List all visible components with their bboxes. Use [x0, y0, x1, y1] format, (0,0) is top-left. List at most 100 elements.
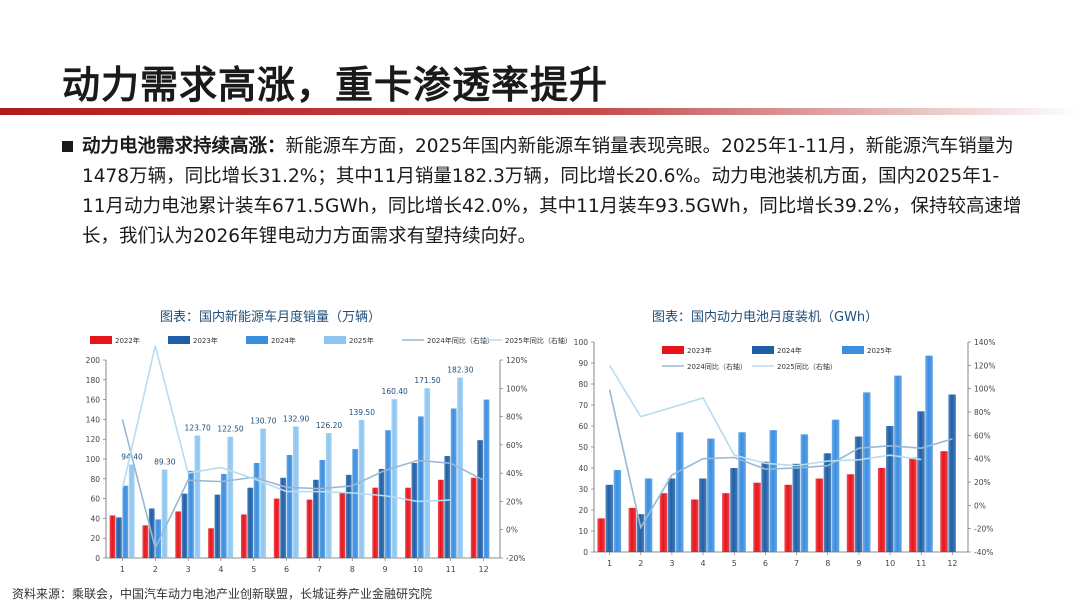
- y-tick-label: 40: [578, 464, 588, 473]
- y2-tick-label: 0%: [506, 526, 518, 535]
- bar-2023年-1: [116, 517, 122, 558]
- bullet-text: 动力电池需求持续高涨：新能源车方面，2025年国内新能源车销量表现亮眼。2025…: [62, 132, 1022, 252]
- x-tick-label: 6: [763, 559, 768, 568]
- x-tick-label: 3: [669, 559, 674, 568]
- chart2-title: 图表：国内动力电池月度装机（GWh）: [652, 310, 879, 325]
- bar-2025年-11: [925, 355, 933, 552]
- bar-2025年-10: [894, 375, 902, 552]
- x-tick-label: 5: [251, 565, 256, 574]
- bar-2023年-4: [690, 499, 699, 552]
- legend-label: 2023年: [687, 346, 712, 355]
- legend-label: 2024年同比（右轴）: [427, 336, 494, 345]
- y-tick-label: 100: [574, 338, 589, 347]
- y-tick-label: 180: [86, 376, 101, 385]
- legend-swatch: [90, 336, 112, 344]
- y-tick-label: 20: [578, 506, 588, 515]
- y2-tick-label: -20%: [974, 525, 993, 534]
- y-tick-label: 60: [578, 422, 588, 431]
- data-label: 123.70: [185, 424, 211, 433]
- bar-2023年-3: [659, 493, 668, 552]
- legend-swatch: [752, 346, 774, 354]
- x-tick-label: 12: [478, 565, 488, 574]
- data-label: 182.30: [447, 366, 473, 375]
- bar-2024年-7: [319, 459, 326, 558]
- bar-2024年-2: [636, 514, 645, 552]
- title-underline-bar: [0, 108, 1080, 115]
- bar-2024年-4: [699, 478, 707, 552]
- y-tick-label: 0: [95, 554, 100, 563]
- y-tick-label: 70: [578, 401, 588, 410]
- bar-2025年-5: [260, 428, 266, 558]
- bar-2023年-10: [877, 468, 886, 552]
- bar-2023年-5: [247, 487, 254, 558]
- bar-2025年-10: [424, 388, 431, 558]
- bar-2025年-4: [707, 438, 715, 552]
- bar-2024年-1: [605, 484, 614, 552]
- x-tick-label: 7: [794, 559, 799, 568]
- x-tick-label: 9: [856, 559, 861, 568]
- bar-2022年-9: [372, 487, 379, 558]
- bar-2025年-5: [738, 432, 746, 552]
- y-tick-label: 80: [90, 475, 100, 484]
- y2-tick-label: 80%: [506, 413, 523, 422]
- bar-2023年-8: [815, 478, 824, 552]
- y2-tick-label: 40%: [506, 469, 523, 478]
- bar-2023年-7: [313, 479, 319, 558]
- y-tick-label: 80: [578, 380, 588, 389]
- bullet-body: 新能源车方面，2025年国内新能源车销量表现亮眼。2025年1-11月，新能源汽…: [82, 136, 1022, 247]
- legend-swatch: [324, 336, 346, 344]
- bar-2025年-9: [862, 392, 871, 552]
- bar-2025年-3: [675, 432, 684, 552]
- x-tick-label: 9: [383, 565, 388, 574]
- y2-tick-label: 140%: [974, 338, 995, 347]
- x-tick-label: 10: [885, 559, 895, 568]
- x-tick-label: 2: [638, 559, 643, 568]
- bar-2022年-8: [339, 492, 346, 558]
- line-2025年同比（右轴）: [121, 345, 451, 503]
- bar-2023年-5: [722, 493, 730, 552]
- y-tick-label: 60: [90, 495, 100, 504]
- bar-2023年-10: [411, 462, 418, 558]
- bar-2024年-6: [286, 455, 293, 558]
- y2-tick-label: -40%: [974, 548, 993, 557]
- y2-tick-label: 20%: [974, 478, 991, 487]
- bar-2022年-7: [306, 499, 313, 558]
- y2-tick-label: 0%: [974, 501, 986, 510]
- bar-2024年-1: [122, 485, 129, 558]
- bar-2025年-1: [128, 464, 135, 558]
- chart1-title: 图表：国内新能源车月度销量（万辆）: [160, 310, 382, 325]
- bar-2023年-6: [280, 477, 286, 558]
- y2-tick-label: 80%: [974, 408, 991, 417]
- bar-2022年-3: [175, 511, 182, 558]
- data-label: 132.90: [283, 414, 309, 423]
- page-title: 动力需求高涨，重卡渗透率提升: [62, 63, 609, 107]
- y2-tick-label: 40%: [974, 455, 991, 464]
- bar-2024年-10: [886, 426, 894, 552]
- bar-2023年-4: [214, 494, 221, 558]
- y2-tick-label: 120%: [974, 361, 995, 370]
- x-tick-label: 7: [317, 565, 322, 574]
- y2-tick-label: -20%: [506, 554, 525, 563]
- bar-2025年-9: [391, 399, 398, 558]
- bar-2023年-8: [345, 474, 352, 558]
- legend-label: 2024年: [777, 346, 802, 355]
- bar-2024年-9: [385, 430, 391, 558]
- x-tick-label: 2: [153, 565, 158, 574]
- bar-2022年-2: [142, 525, 149, 558]
- bar-2024年-12: [948, 394, 956, 552]
- data-label: 139.50: [349, 408, 375, 417]
- bar-2024年-8: [823, 453, 832, 552]
- nev-sales-chart: 0 20 40 60 80 100 120 140 160 180 200 -20% 0% 20% 40% 6…: [86, 336, 572, 574]
- bar-2023年-11: [444, 456, 451, 558]
- y-tick-label: 90: [578, 359, 588, 368]
- bar-2023年-6: [753, 482, 761, 552]
- y2-tick-label: 60%: [506, 441, 523, 450]
- legend-label: 2022年: [115, 336, 140, 345]
- y2-tick-label: 60%: [974, 431, 991, 440]
- line-2025同比（右轴）: [608, 364, 922, 467]
- y-tick-label: 30: [578, 485, 588, 494]
- data-label: 171.50: [414, 376, 440, 385]
- x-tick-label: 4: [701, 559, 706, 568]
- bar-2022年-6: [273, 498, 280, 558]
- bar-2024年-5: [730, 468, 738, 552]
